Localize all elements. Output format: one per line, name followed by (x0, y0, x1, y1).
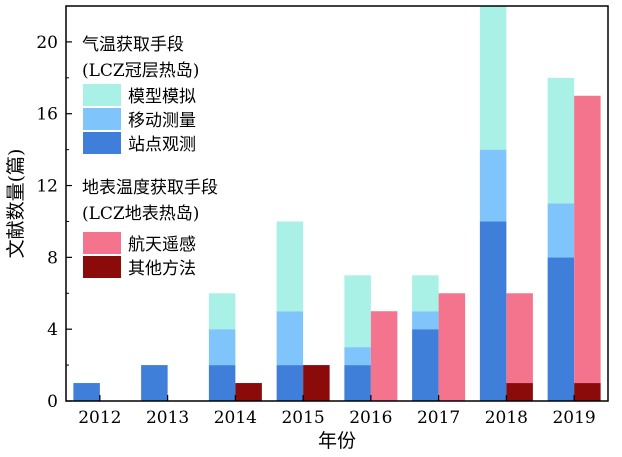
y-axis: 0 4 8 12 16 20 (36, 33, 72, 412)
legend-swatch (83, 256, 121, 278)
legend-swatch (83, 132, 121, 154)
legend-label: 站点观测 (128, 135, 196, 155)
y-tick-label: 4 (47, 320, 58, 340)
bar-2017-移动测量 (412, 311, 439, 330)
legend-swatch (83, 84, 121, 106)
x-tick-label: 2017 (417, 408, 460, 428)
x-tick-label: 2015 (281, 408, 324, 428)
bar-2018-其他方法 (506, 383, 533, 401)
bar-2016-航天遥感 (370, 311, 398, 401)
bar-2016-站点观测 (344, 365, 371, 401)
bar-2015-其他方法 (303, 365, 330, 401)
bar-2018-航天遥感 (506, 293, 533, 384)
bar-2014-其他方法 (235, 383, 262, 401)
bar-2019-其他方法 (574, 383, 601, 401)
bar-2013-站点观测 (141, 365, 168, 401)
legend-subtitle: (LCZ冠层热岛) (82, 61, 199, 81)
bar-2018-移动测量 (479, 149, 507, 222)
bar-2015-模型模拟 (276, 221, 304, 312)
x-axis-label: 年份 (318, 430, 356, 452)
bar-2012-站点观测 (73, 383, 100, 401)
bars-layer (73, 6, 601, 401)
legend-swatch (83, 232, 121, 254)
y-tick-label: 0 (47, 392, 58, 412)
legend-title: 气温获取手段 (82, 35, 184, 55)
x-tick-label: 2016 (349, 408, 392, 428)
x-tick-label: 2019 (552, 408, 595, 428)
x-axis: 2012 2013 2014 2015 2016 2017 2018 2019 (78, 395, 596, 428)
legend-label: 航天遥感 (128, 235, 196, 255)
legend-subtitle: (LCZ地表热岛) (82, 204, 199, 224)
legend-label: 模型模拟 (128, 87, 196, 107)
plot-frame (65, 5, 609, 402)
y-tick-label: 12 (36, 177, 58, 197)
bar-2019-移动测量 (547, 203, 575, 258)
x-tick-label: 2013 (146, 408, 189, 428)
y-tick-label: 8 (47, 248, 58, 268)
x-tick-label: 2014 (214, 408, 257, 428)
bar-2016-模型模拟 (344, 275, 371, 348)
bar-2019-模型模拟 (547, 77, 575, 204)
bar-2015-移动测量 (276, 311, 304, 366)
bar-2017-航天遥感 (438, 293, 466, 401)
y-axis-label: 文献数量(篇) (5, 149, 27, 259)
x-tick-label: 2012 (78, 408, 121, 428)
bar-2017-站点观测 (412, 329, 439, 401)
bar-2014-移动测量 (208, 329, 236, 366)
bar-2019-航天遥感 (574, 95, 601, 384)
bar-2014-模型模拟 (208, 293, 236, 330)
legend-label: 移动测量 (128, 111, 196, 131)
y-tick-label: 20 (36, 33, 58, 53)
bar-2018-模型模拟 (479, 6, 507, 150)
bar-2014-站点观测 (208, 365, 236, 401)
bar-2015-站点观测 (276, 365, 304, 401)
bar-2019-站点观测 (547, 257, 575, 401)
y-tick-label: 16 (36, 105, 58, 125)
bar-2018-站点观测 (479, 221, 507, 401)
x-tick-label: 2018 (485, 408, 528, 428)
legend-title: 地表温度获取手段 (82, 178, 218, 198)
legend-swatch (83, 108, 121, 130)
bar-2017-模型模拟 (412, 275, 439, 312)
legend-label: 其他方法 (128, 259, 196, 279)
bar-2016-移动测量 (344, 347, 371, 366)
